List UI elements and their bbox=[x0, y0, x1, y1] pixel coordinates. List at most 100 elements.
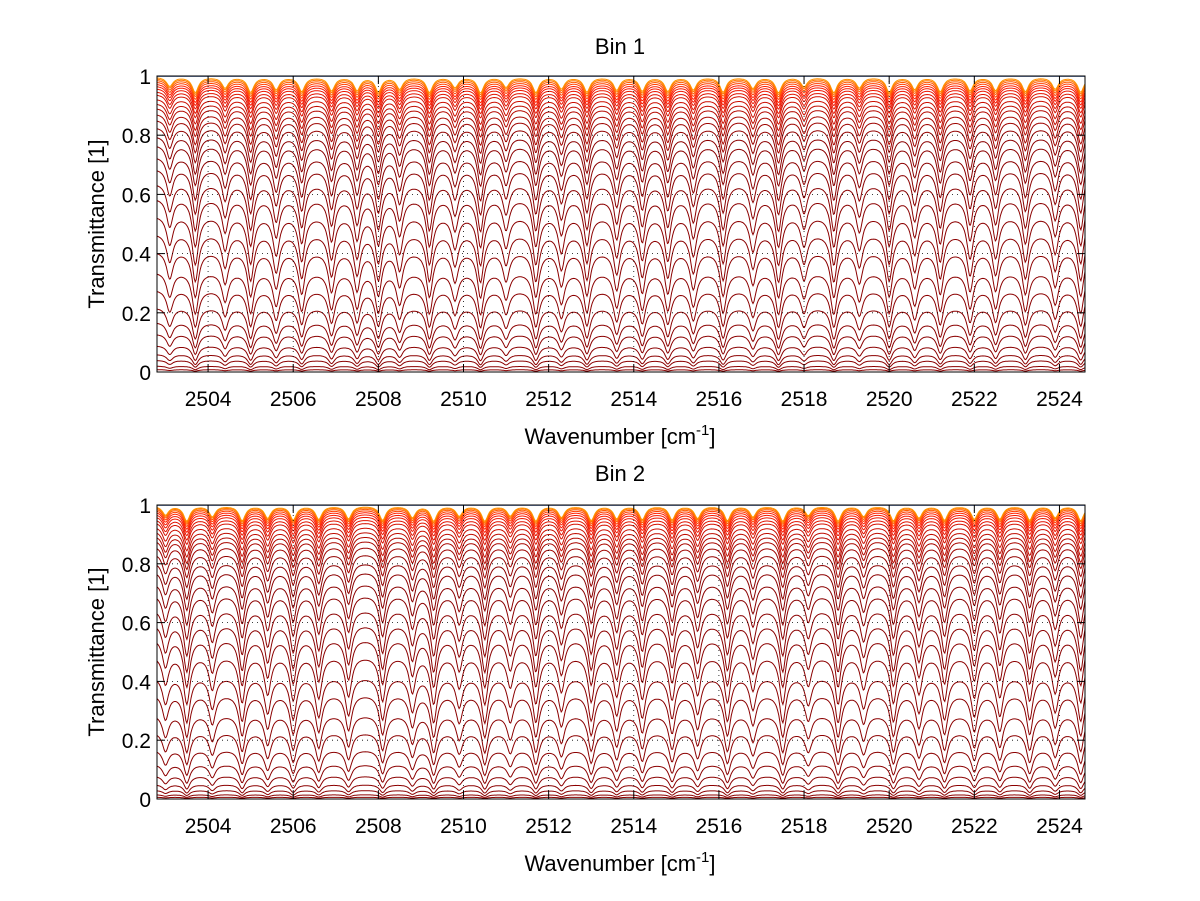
plot-area: 2504 2506 2508 2510 2512 2514 2516 2518 2520 2522… bbox=[122, 66, 1086, 411]
x-axis-label: Wavenumber [cm-1] bbox=[524, 422, 715, 449]
series-line-13 bbox=[157, 235, 1085, 284]
y-tick-label: 0.8 bbox=[122, 125, 151, 148]
series-line-21 bbox=[157, 128, 1085, 165]
series-line-21 bbox=[157, 555, 1085, 590]
series-line-26 bbox=[157, 527, 1085, 552]
x-tick-label: 2508 bbox=[355, 815, 402, 838]
series-line-6 bbox=[157, 345, 1085, 362]
y-tick-label: 0 bbox=[139, 362, 151, 385]
y-tick-label: 0.8 bbox=[122, 554, 151, 577]
chart-panel-bin-2: Bin 2 2504 2506 2508 2510 2512 2514 2516 2518 25… bbox=[84, 461, 1086, 876]
chart-panel-bin-1: Bin 1 2504 2506 2508 2510 2512 2514 2516 2518 25… bbox=[84, 34, 1086, 449]
x-tick-label: 2516 bbox=[696, 388, 743, 411]
series-line-35 bbox=[157, 506, 1085, 522]
series-line-23 bbox=[157, 114, 1085, 147]
x-tick-label: 2522 bbox=[951, 388, 998, 411]
x-tick-label: 2518 bbox=[781, 388, 828, 411]
series-line-16 bbox=[157, 185, 1085, 233]
x-axis-label-superscript: -1 bbox=[696, 849, 709, 866]
series-line-4 bbox=[157, 790, 1085, 797]
series-line-17 bbox=[157, 597, 1085, 642]
series-line-24 bbox=[157, 537, 1085, 565]
x-tick-label: 2510 bbox=[440, 388, 487, 411]
series-line-11 bbox=[157, 697, 1085, 740]
x-tick-label: 2520 bbox=[866, 815, 913, 838]
series-line-27 bbox=[157, 94, 1085, 119]
series-line-15 bbox=[157, 200, 1085, 249]
x-tick-label: 2506 bbox=[270, 815, 317, 838]
y-axis-label: Transmittance [1] bbox=[84, 567, 109, 736]
series-line-15 bbox=[157, 627, 1085, 675]
series-line-18 bbox=[157, 585, 1085, 628]
x-axis-label-superscript: -1 bbox=[696, 422, 709, 439]
y-tick-label: 1 bbox=[139, 495, 151, 518]
y-tick-label: 0.4 bbox=[122, 244, 152, 267]
series-line-26 bbox=[157, 99, 1085, 126]
x-tick-label: 2512 bbox=[525, 388, 572, 411]
axes-background bbox=[157, 505, 1085, 799]
series-line-9 bbox=[157, 734, 1085, 767]
series-line-31 bbox=[157, 512, 1085, 531]
series-line-29 bbox=[157, 88, 1085, 111]
x-tick-label: 2506 bbox=[270, 388, 317, 411]
series-line-28 bbox=[157, 91, 1085, 115]
series-line-23 bbox=[157, 541, 1085, 571]
series-line-20 bbox=[157, 564, 1085, 601]
series-line-18 bbox=[157, 158, 1085, 202]
y-tick-label: 0.2 bbox=[122, 303, 151, 326]
x-tick-label: 2524 bbox=[1036, 815, 1083, 838]
series-line-19 bbox=[157, 146, 1085, 188]
series-line-3 bbox=[157, 794, 1085, 798]
series-line-6 bbox=[157, 776, 1085, 790]
series-line-7 bbox=[157, 334, 1085, 356]
series-line-31 bbox=[157, 84, 1085, 104]
y-tick-label: 0 bbox=[139, 789, 151, 812]
series-line-19 bbox=[157, 573, 1085, 613]
series-line-11 bbox=[157, 273, 1085, 317]
series-group bbox=[157, 505, 1085, 799]
series-line-17 bbox=[157, 170, 1085, 217]
series-line-22 bbox=[157, 120, 1085, 155]
series-line-30 bbox=[157, 86, 1085, 107]
series-line-14 bbox=[157, 642, 1085, 690]
series-line-35 bbox=[157, 77, 1085, 94]
series-line-32 bbox=[157, 82, 1085, 101]
x-tick-label: 2518 bbox=[781, 815, 828, 838]
y-tick-label: 0.6 bbox=[122, 184, 151, 207]
series-line-32 bbox=[157, 510, 1085, 528]
series-line-34 bbox=[157, 78, 1085, 96]
x-tick-label: 2522 bbox=[951, 815, 998, 838]
x-tick-label: 2512 bbox=[525, 815, 572, 838]
axes-frame bbox=[156, 75, 1086, 373]
x-tick-label: 2514 bbox=[610, 815, 657, 838]
series-line-33 bbox=[157, 508, 1085, 526]
series-line-5 bbox=[157, 784, 1085, 794]
x-tick-label: 2514 bbox=[610, 388, 657, 411]
x-tick-label: 2504 bbox=[185, 388, 232, 411]
series-line-8 bbox=[157, 322, 1085, 350]
y-tick-label: 1 bbox=[139, 66, 151, 89]
x-tick-label: 2508 bbox=[355, 388, 402, 411]
series-line-9 bbox=[157, 308, 1085, 341]
axes-frame bbox=[156, 504, 1086, 800]
series-line-16 bbox=[157, 612, 1085, 659]
series-line-5 bbox=[157, 354, 1085, 366]
series-line-27 bbox=[157, 523, 1085, 546]
series-line-14 bbox=[157, 217, 1085, 268]
series-line-25 bbox=[157, 103, 1085, 132]
series-line-10 bbox=[157, 291, 1085, 329]
series-line-3 bbox=[157, 365, 1085, 371]
series-line-30 bbox=[157, 514, 1085, 534]
chart-title: Bin 2 bbox=[595, 461, 645, 486]
series-line-20 bbox=[157, 137, 1085, 176]
series-line-10 bbox=[157, 717, 1085, 755]
x-tick-label: 2510 bbox=[440, 815, 487, 838]
series-line-24 bbox=[157, 108, 1085, 138]
x-axis-label-end: ] bbox=[709, 424, 715, 449]
x-axis-label: Wavenumber [cm-1] bbox=[524, 849, 715, 876]
series-line-25 bbox=[157, 532, 1085, 559]
chart-title: Bin 1 bbox=[595, 34, 645, 59]
series-line-2 bbox=[157, 796, 1085, 799]
y-axis-label: Transmittance [1] bbox=[84, 139, 109, 308]
